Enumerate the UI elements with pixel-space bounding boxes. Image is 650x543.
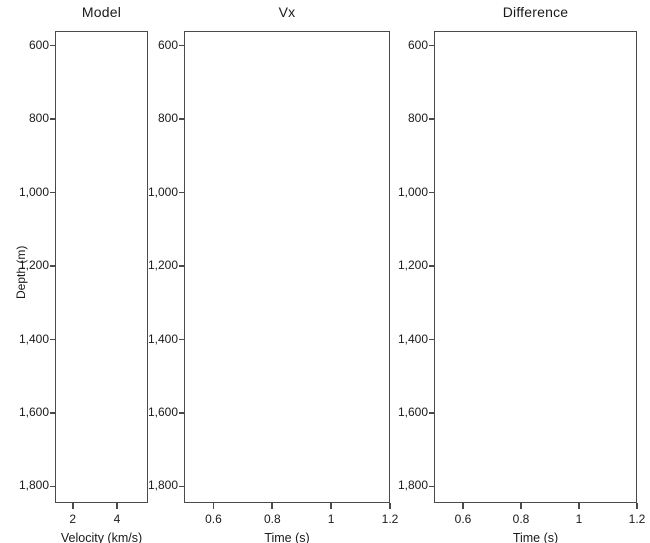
ytick-label-difference-4: 1,400 xyxy=(397,331,428,346)
ytick-model-6 xyxy=(50,485,55,488)
ytick-label-difference-1: 800 xyxy=(407,111,428,126)
panel-title-difference: Difference xyxy=(502,4,569,20)
panel-frame-model xyxy=(55,31,148,503)
ytick-label-model-4: 1,400 xyxy=(18,331,49,346)
ytick-model-3 xyxy=(50,265,55,267)
xtick-label-vx-0: 0.6 xyxy=(205,512,222,526)
ytick-vx-3 xyxy=(179,265,184,267)
ytick-label-vx-4: 1,400 xyxy=(147,331,178,346)
ytick-vx-2 xyxy=(179,191,184,194)
ytick-vx-5 xyxy=(179,412,184,414)
ytick-label-difference-5: 1,600 xyxy=(397,405,428,419)
ytick-label-model-0: 600 xyxy=(28,37,49,52)
ytick-vx-4 xyxy=(179,338,184,341)
xtick-label-model-1: 4 xyxy=(113,512,121,526)
ytick-label-vx-6: 1,800 xyxy=(147,478,178,493)
ytick-difference-1 xyxy=(429,118,434,120)
ytick-label-vx-2: 1,000 xyxy=(147,184,178,199)
xtick-model-1 xyxy=(116,503,118,509)
ytick-vx-0 xyxy=(179,44,184,47)
ytick-label-vx-0: 600 xyxy=(157,37,178,52)
ytick-difference-0 xyxy=(429,44,434,47)
ytick-model-0 xyxy=(50,44,55,47)
ytick-label-vx-1: 800 xyxy=(157,111,178,126)
xtick-difference-1 xyxy=(520,503,522,509)
xtick-vx-2 xyxy=(330,503,332,509)
ytick-difference-5 xyxy=(429,412,434,414)
ytick-label-difference-6: 1,800 xyxy=(397,478,428,493)
xtick-difference-0 xyxy=(462,503,464,509)
ytick-label-difference-3: 1,200 xyxy=(397,258,428,273)
panel-frame-difference xyxy=(434,31,637,503)
ytick-model-4 xyxy=(50,338,55,341)
ytick-model-5 xyxy=(50,412,55,414)
ytick-difference-3 xyxy=(429,265,434,267)
panel-frame-vx xyxy=(184,31,390,503)
yaxis-label-model: Depth (m) xyxy=(14,245,28,299)
xtick-label-vx-2: 1 xyxy=(327,512,335,526)
ytick-difference-4 xyxy=(429,338,434,341)
ytick-label-model-5: 1,600 xyxy=(18,405,49,419)
xtick-label-vx-1: 0.8 xyxy=(263,512,281,526)
ytick-label-model-6: 1,800 xyxy=(18,478,49,493)
xaxis-label-difference: Time (s) xyxy=(512,531,559,543)
ytick-model-2 xyxy=(50,191,55,194)
ytick-label-model-2: 1,000 xyxy=(18,184,49,199)
ytick-difference-6 xyxy=(429,485,434,488)
xtick-label-vx-3: 1.2 xyxy=(381,512,399,526)
ytick-label-difference-2: 1,000 xyxy=(397,184,428,199)
xtick-label-difference-3: 1.2 xyxy=(628,512,646,526)
xtick-difference-2 xyxy=(578,503,580,509)
ytick-vx-6 xyxy=(179,485,184,488)
xtick-label-difference-2: 1 xyxy=(575,512,583,526)
ytick-vx-1 xyxy=(179,118,184,120)
ytick-label-model-1: 800 xyxy=(28,111,49,126)
ytick-label-difference-0: 600 xyxy=(407,37,428,52)
xtick-vx-3 xyxy=(389,503,391,509)
ytick-difference-2 xyxy=(429,191,434,194)
panel-title-vx: Vx xyxy=(278,4,296,20)
xtick-model-0 xyxy=(71,503,74,509)
xtick-label-difference-0: 0.6 xyxy=(454,512,472,526)
ytick-model-1 xyxy=(50,118,55,120)
xtick-vx-1 xyxy=(271,503,274,509)
xaxis-label-model: Velocity (km/s) xyxy=(60,531,143,543)
xaxis-label-vx: Time (s) xyxy=(264,531,310,543)
ytick-label-model-3: 1,200 xyxy=(18,258,49,273)
xtick-vx-0 xyxy=(212,503,215,509)
xtick-difference-3 xyxy=(636,503,638,509)
xtick-label-model-0: 2 xyxy=(69,512,77,526)
ytick-label-vx-5: 1,600 xyxy=(147,405,178,419)
xtick-label-difference-1: 0.8 xyxy=(512,512,530,526)
panel-title-model: Model xyxy=(81,4,122,20)
ytick-label-vx-3: 1,200 xyxy=(147,258,178,273)
